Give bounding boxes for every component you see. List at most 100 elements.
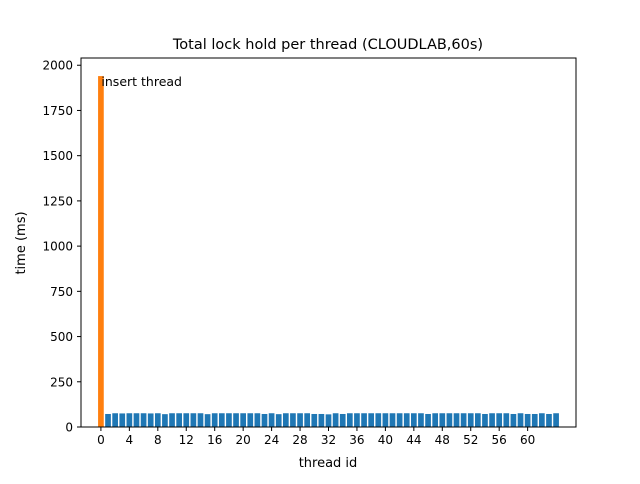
bar-thread-27 bbox=[290, 413, 296, 427]
bar-thread-50 bbox=[453, 413, 460, 427]
bar-thread-2 bbox=[112, 413, 118, 427]
bar-thread-10 bbox=[169, 413, 175, 427]
bar-thread-12 bbox=[183, 413, 190, 427]
bar-thread-14 bbox=[197, 413, 204, 427]
plot-frame bbox=[80, 57, 577, 428]
bar-thread-20 bbox=[240, 413, 246, 427]
bar-thread-37 bbox=[361, 413, 367, 427]
x-tick-label: 56 bbox=[492, 433, 507, 447]
bar-thread-44 bbox=[411, 413, 417, 427]
bar-thread-33 bbox=[332, 413, 339, 427]
bar-thread-23 bbox=[261, 413, 268, 427]
bar-thread-15 bbox=[204, 414, 211, 427]
bar-thread-11 bbox=[176, 413, 182, 427]
bar-thread-22 bbox=[254, 413, 261, 427]
bar-thread-35 bbox=[346, 413, 353, 427]
insert-thread-annotation: insert thread bbox=[101, 74, 182, 89]
bar-thread-54 bbox=[482, 413, 488, 427]
x-tick-label: 60 bbox=[520, 433, 535, 447]
bar-thread-41 bbox=[389, 413, 396, 427]
bar-thread-28 bbox=[297, 413, 303, 427]
bar-thread-18 bbox=[226, 413, 232, 427]
y-tick-label: 750 bbox=[50, 285, 73, 299]
y-ticks-group: 0 250 500 750 1000 1250 1500 1750 2000 bbox=[42, 59, 81, 435]
bar-thread-49 bbox=[446, 413, 453, 427]
x-tick-label: 48 bbox=[435, 433, 450, 447]
y-tick-label: 250 bbox=[50, 375, 73, 389]
bar-thread-45 bbox=[418, 413, 424, 427]
y-tick-label: 1000 bbox=[42, 240, 73, 254]
bar-thread-57 bbox=[503, 413, 510, 427]
bar-thread-17 bbox=[218, 413, 225, 427]
bar-thread-62 bbox=[539, 413, 545, 427]
bar-thread-3 bbox=[119, 413, 126, 427]
bar-thread-21 bbox=[247, 413, 254, 427]
bar-thread-42 bbox=[396, 413, 403, 427]
bar-thread-24 bbox=[268, 413, 275, 427]
bar-thread-56 bbox=[496, 413, 503, 427]
bar-thread-48 bbox=[439, 413, 446, 427]
x-tick-label: 0 bbox=[97, 433, 105, 447]
x-tick-label: 44 bbox=[406, 433, 421, 447]
bar-thread-52 bbox=[467, 413, 474, 427]
x-tick-label: 52 bbox=[463, 433, 478, 447]
bar-thread-36 bbox=[354, 413, 360, 427]
annotations-group: insert thread bbox=[101, 74, 182, 89]
x-tick-label: 20 bbox=[236, 433, 251, 447]
x-ticks-group: 0 4 8 12 16 20 24 28 32 36 40 44 48 52 56 60 bbox=[97, 427, 535, 447]
x-tick-label: 36 bbox=[349, 433, 364, 447]
bar-thread-0 bbox=[98, 76, 104, 427]
bar-thread-29 bbox=[304, 413, 311, 427]
bar-thread-61 bbox=[531, 413, 538, 427]
bar-thread-64 bbox=[553, 413, 559, 427]
x-tick-label: 32 bbox=[321, 433, 336, 447]
bar-thread-60 bbox=[524, 413, 531, 427]
x-axis-label: thread id bbox=[299, 456, 358, 471]
bar-thread-8 bbox=[154, 413, 161, 427]
y-tick-label: 1750 bbox=[42, 104, 73, 118]
bar-thread-6 bbox=[140, 413, 147, 427]
bar-thread-16 bbox=[211, 413, 218, 427]
bar-thread-13 bbox=[190, 413, 197, 427]
bar-thread-19 bbox=[233, 413, 239, 427]
bar-thread-31 bbox=[318, 413, 325, 427]
bar-thread-43 bbox=[403, 413, 410, 427]
y-tick-label: 2000 bbox=[42, 59, 73, 73]
bar-thread-34 bbox=[339, 413, 346, 427]
bar-thread-26 bbox=[282, 413, 289, 427]
bar-thread-51 bbox=[460, 413, 467, 427]
bar-thread-53 bbox=[475, 413, 481, 427]
chart-title: Total lock hold per thread (CLOUDLAB,60s… bbox=[172, 37, 483, 53]
bar-thread-58 bbox=[510, 413, 517, 427]
bar-thread-39 bbox=[375, 413, 382, 427]
x-tick-label: 16 bbox=[207, 433, 222, 447]
y-tick-label: 0 bbox=[65, 421, 73, 435]
bar-thread-5 bbox=[133, 413, 140, 427]
y-tick-label: 1500 bbox=[42, 149, 73, 163]
bar-thread-63 bbox=[546, 413, 552, 427]
y-tick-label: 1250 bbox=[42, 194, 73, 208]
bar-thread-38 bbox=[368, 413, 375, 427]
x-tick-label: 40 bbox=[378, 433, 393, 447]
bar-thread-55 bbox=[489, 413, 495, 427]
x-tick-label: 28 bbox=[292, 433, 307, 447]
bar-thread-4 bbox=[126, 413, 133, 427]
y-tick-label: 500 bbox=[50, 330, 73, 344]
bar-thread-47 bbox=[432, 413, 439, 427]
x-tick-label: 4 bbox=[126, 433, 134, 447]
x-tick-label: 24 bbox=[264, 433, 279, 447]
x-tick-label: 12 bbox=[179, 433, 194, 447]
y-axis-label: time (ms) bbox=[14, 211, 29, 274]
bars-group bbox=[98, 76, 559, 427]
bar-thread-7 bbox=[147, 413, 154, 427]
bar-thread-40 bbox=[382, 413, 389, 427]
bar-thread-46 bbox=[425, 413, 431, 427]
x-tick-label: 8 bbox=[154, 433, 162, 447]
bar-thread-32 bbox=[325, 414, 332, 427]
bar-thread-25 bbox=[275, 414, 282, 427]
bar-thread-59 bbox=[517, 413, 524, 427]
bar-thread-1 bbox=[105, 413, 111, 427]
